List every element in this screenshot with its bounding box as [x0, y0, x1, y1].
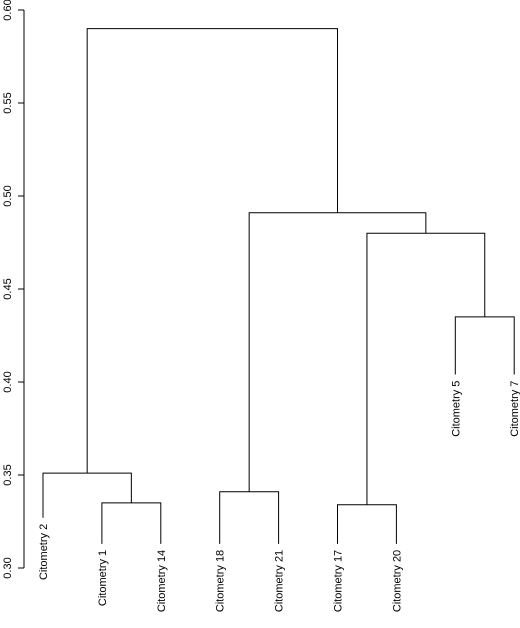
y-tick-label: 0.60 [2, 0, 14, 21]
leaf-label: Citometry 21 [274, 550, 286, 612]
merge-branch [248, 212, 427, 492]
leaf-label: Citometry 17 [333, 550, 345, 612]
y-tick-label: 0.45 [2, 278, 14, 299]
y-axis: 0.30 0.35 0.40 0.45 0.50 0.55 0.60 [2, 0, 25, 579]
leaf-label: Citometry 14 [156, 550, 168, 612]
merge-branch [219, 491, 280, 544]
y-tick-label: 0.40 [2, 371, 14, 392]
merge-branch [101, 502, 162, 544]
merge-branch [366, 232, 486, 505]
merge-branch [337, 504, 397, 544]
leaf-label: Citometry 7 [509, 381, 520, 437]
merge-branch [42, 472, 132, 518]
leaf-label: Citometry 5 [450, 381, 462, 437]
y-tick-label: 0.30 [2, 557, 14, 578]
leaf-labels: Citometry 2 Citometry 1 Citometry 14 Citome… [38, 381, 520, 613]
y-tick-label: 0.50 [2, 185, 14, 206]
merge-branch [454, 316, 515, 375]
leaf-label: Citometry 20 [391, 550, 403, 612]
dendrogram-branches [42, 28, 515, 544]
leaf-label: Citometry 18 [215, 550, 227, 612]
leaf-label: Citometry 2 [38, 524, 50, 580]
leaf-label: Citometry 1 [97, 550, 109, 606]
merge-branch [86, 28, 338, 474]
y-tick-label: 0.35 [2, 464, 14, 485]
y-tick-label: 0.55 [2, 92, 14, 113]
